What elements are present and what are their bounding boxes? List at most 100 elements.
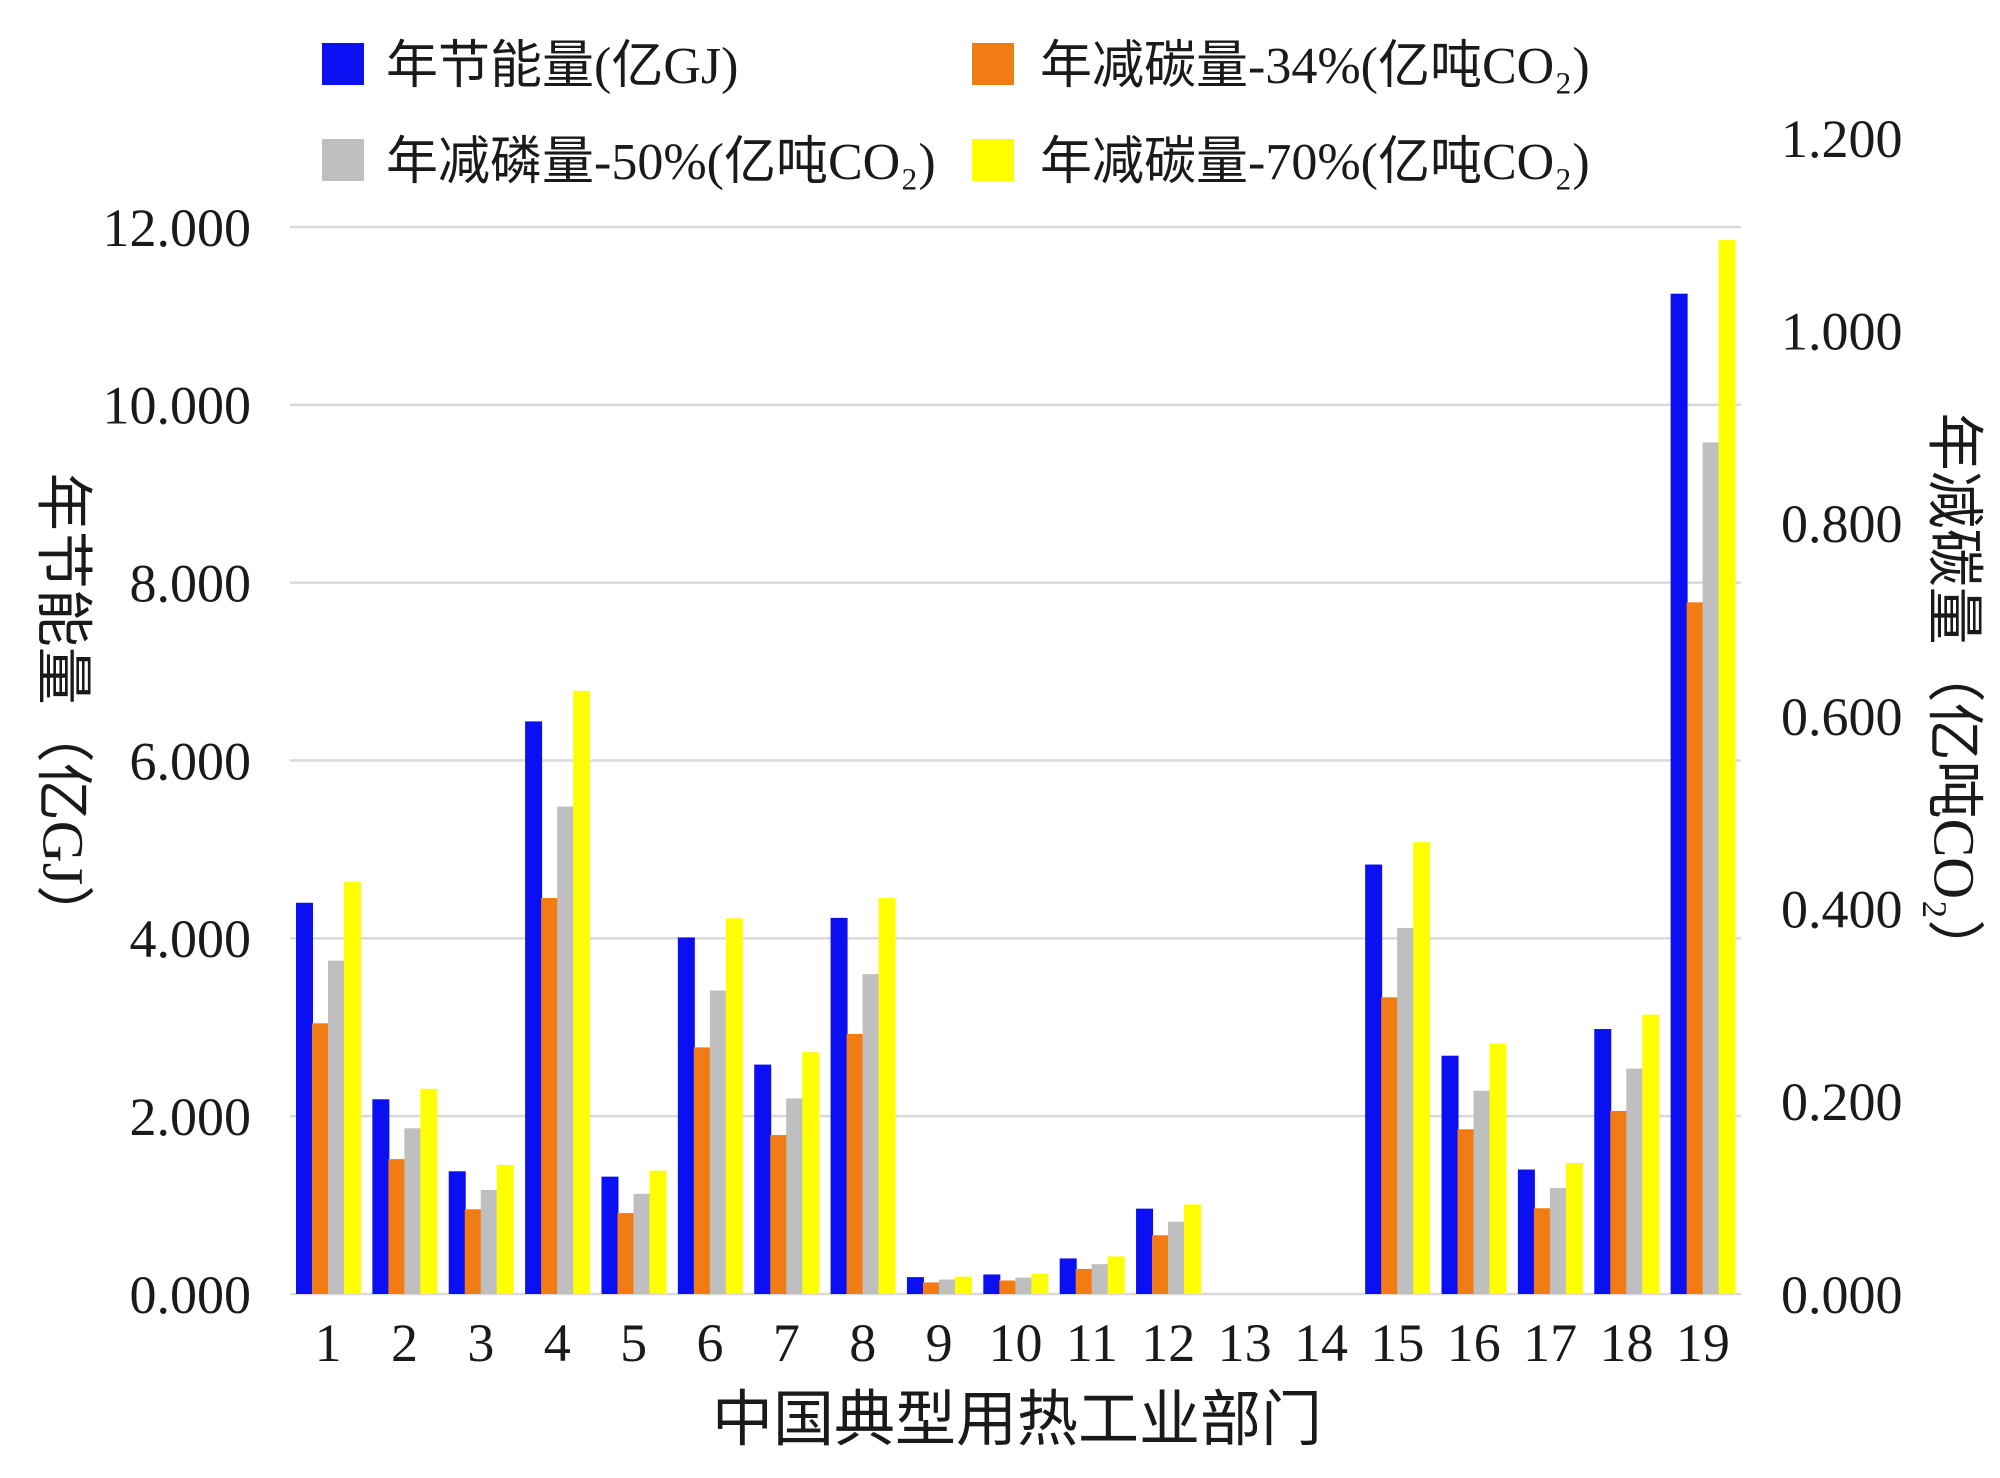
bar-carbon-cut-70pct-5	[649, 1170, 667, 1294]
bar-energy-saving-19	[1670, 293, 1688, 1294]
bar-carbon-cut-70pct-12	[1184, 1204, 1202, 1294]
x-axis-tick-label: 4	[544, 1313, 571, 1373]
right-axis-tick-label: 0.600	[1781, 687, 1903, 747]
bar-energy-saving-17	[1517, 1169, 1535, 1294]
bar-carbon-cut-70pct-16	[1489, 1043, 1507, 1294]
bar-carbon-cut-34pct-1	[312, 1023, 329, 1294]
gridlines	[290, 225, 1741, 1296]
bar-carbon-cut-34pct-2	[388, 1159, 406, 1294]
bar-energy-saving-18	[1594, 1029, 1612, 1294]
bar-carbon-cut-34pct-6	[693, 1047, 711, 1294]
bar-cut-50pct-7	[786, 1098, 804, 1294]
left-axis-tick-label: 12.000	[103, 198, 252, 258]
x-axis-tick-label: 12	[1141, 1313, 1195, 1373]
bar-carbon-cut-70pct-9	[954, 1276, 972, 1294]
bar-cut-50pct-3	[480, 1189, 498, 1294]
x-axis-tick-label: 3	[467, 1313, 494, 1373]
x-axis-tick-label: 18	[1599, 1313, 1653, 1373]
right-axis-tick-label: 1.000	[1781, 302, 1903, 362]
bar-energy-saving-4	[525, 721, 543, 1294]
bar-carbon-cut-34pct-19	[1686, 602, 1704, 1294]
bar-cut-50pct-1	[328, 960, 345, 1294]
bar-carbon-cut-70pct-15	[1413, 842, 1431, 1294]
legend-item-carbon-cut-34pct: 年减碳量-34%(亿吨CO₂)	[972, 38, 1590, 95]
left-axis-tick-label: 6.000	[130, 731, 252, 791]
bar-energy-saving-12	[1136, 1208, 1154, 1294]
left-axis-title: 年节能量（亿GJ）	[31, 473, 96, 943]
left-axis-tick-label: 4.000	[130, 909, 252, 969]
bar-carbon-cut-70pct-11	[1107, 1256, 1125, 1294]
bar-cut-50pct-8	[862, 974, 880, 1294]
bar-energy-saving-9	[906, 1277, 924, 1294]
left-axis-tick-label: 2.000	[130, 1087, 252, 1147]
right-axis-tick-label: 0.000	[1781, 1265, 1903, 1325]
bar-energy-saving-6	[677, 937, 695, 1294]
bar-carbon-cut-70pct-7	[802, 1052, 820, 1294]
x-axis-tick-label: 1	[315, 1313, 342, 1373]
bar-energy-saving-2	[372, 1099, 390, 1294]
bar-carbon-cut-70pct-17	[1565, 1162, 1583, 1294]
x-axis-tick-label: 14	[1294, 1313, 1348, 1373]
bar-cut-50pct-11	[1091, 1264, 1109, 1294]
bar-energy-saving-16	[1441, 1055, 1459, 1294]
bar-cut-50pct-5	[633, 1193, 651, 1294]
bar-carbon-cut-70pct-2	[420, 1088, 438, 1294]
left-axis-tick-label: 0.000	[130, 1265, 252, 1325]
bar-carbon-cut-34pct-18	[1610, 1110, 1628, 1294]
x-axis-tick-label: 5	[620, 1313, 647, 1373]
x-axis-tick-label: 6	[697, 1313, 724, 1373]
right-axis-tick-label: 0.400	[1781, 880, 1903, 940]
bar-energy-saving-5	[601, 1176, 619, 1294]
bar-energy-saving-7	[754, 1064, 772, 1294]
bar-energy-saving-3	[448, 1171, 466, 1294]
left-axis-tick-label: 10.000	[103, 376, 252, 436]
right-axis: 0.000 0.200 0.400 0.600 0.800 1.000 1.200	[1781, 109, 1903, 1325]
bar-energy-saving-8	[830, 917, 848, 1294]
bar-carbon-cut-34pct-12	[1152, 1235, 1170, 1294]
bar-cut-50pct-18	[1626, 1068, 1644, 1294]
bar-carbon-cut-34pct-16	[1457, 1129, 1475, 1294]
bar-carbon-cut-34pct-3	[464, 1209, 482, 1294]
bar-cut-50pct-19	[1702, 442, 1720, 1294]
bar-carbon-cut-34pct-17	[1533, 1208, 1551, 1294]
bar-carbon-cut-70pct-4	[573, 690, 591, 1294]
bar-cut-50pct-10	[1015, 1277, 1033, 1294]
legend-item-energy-saving: 年节能量(亿GJ)	[322, 38, 738, 95]
bar-cut-50pct-4	[557, 806, 575, 1294]
bar-carbon-cut-70pct-3	[496, 1164, 514, 1294]
left-axis-tick-label: 8.000	[130, 554, 252, 614]
right-axis-tick-label: 1.200	[1781, 109, 1903, 169]
bar-carbon-cut-34pct-11	[1075, 1268, 1093, 1294]
bar-cut-50pct-9	[938, 1279, 956, 1294]
legend-swatch-yellow	[972, 139, 1014, 181]
bar-carbon-cut-70pct-8	[878, 898, 896, 1294]
x-axis-tick-label: 16	[1447, 1313, 1501, 1373]
bar-carbon-cut-70pct-19	[1718, 240, 1736, 1295]
bars	[296, 240, 1736, 1295]
legend-item-cut-50pct: 年减磷量-50%(亿吨CO₂)	[322, 134, 936, 191]
bar-energy-saving-11	[1059, 1258, 1077, 1294]
bar-carbon-cut-70pct-1	[344, 881, 361, 1294]
legend-label: 年减磷量-50%(亿吨CO₂)	[386, 134, 936, 191]
bar-energy-saving-10	[983, 1274, 1001, 1294]
bar-carbon-cut-34pct-9	[922, 1282, 940, 1294]
bar-carbon-cut-34pct-10	[999, 1280, 1017, 1294]
right-axis-title: 年减碳量（亿吨CO₂）	[1922, 413, 1987, 978]
x-axis-tick-label: 13	[1218, 1313, 1272, 1373]
bar-cut-50pct-17	[1549, 1188, 1567, 1294]
left-axis: 0.000 2.000 4.000 6.000 8.000 10.000 12.000	[103, 198, 252, 1325]
bar-carbon-cut-70pct-10	[1031, 1273, 1049, 1294]
right-axis-tick-label: 0.200	[1781, 1072, 1903, 1132]
bar-carbon-cut-34pct-4	[541, 898, 559, 1294]
bar-cut-50pct-16	[1473, 1090, 1491, 1294]
x-axis-tick-label: 10	[989, 1313, 1043, 1373]
legend-item-carbon-cut-70pct: 年减碳量-70%(亿吨CO₂)	[972, 134, 1590, 191]
legend-swatch-orange	[972, 43, 1014, 85]
bar-energy-saving-15	[1365, 864, 1383, 1294]
bar-carbon-cut-70pct-18	[1642, 1014, 1660, 1294]
legend: 年节能量(亿GJ) 年减碳量-34%(亿吨CO₂) 年减磷量-50%(亿吨CO₂…	[322, 38, 1590, 191]
x-axis-tick-label: 17	[1523, 1313, 1577, 1373]
x-axis-tick-label: 8	[849, 1313, 876, 1373]
right-axis-tick-label: 0.800	[1781, 494, 1903, 554]
